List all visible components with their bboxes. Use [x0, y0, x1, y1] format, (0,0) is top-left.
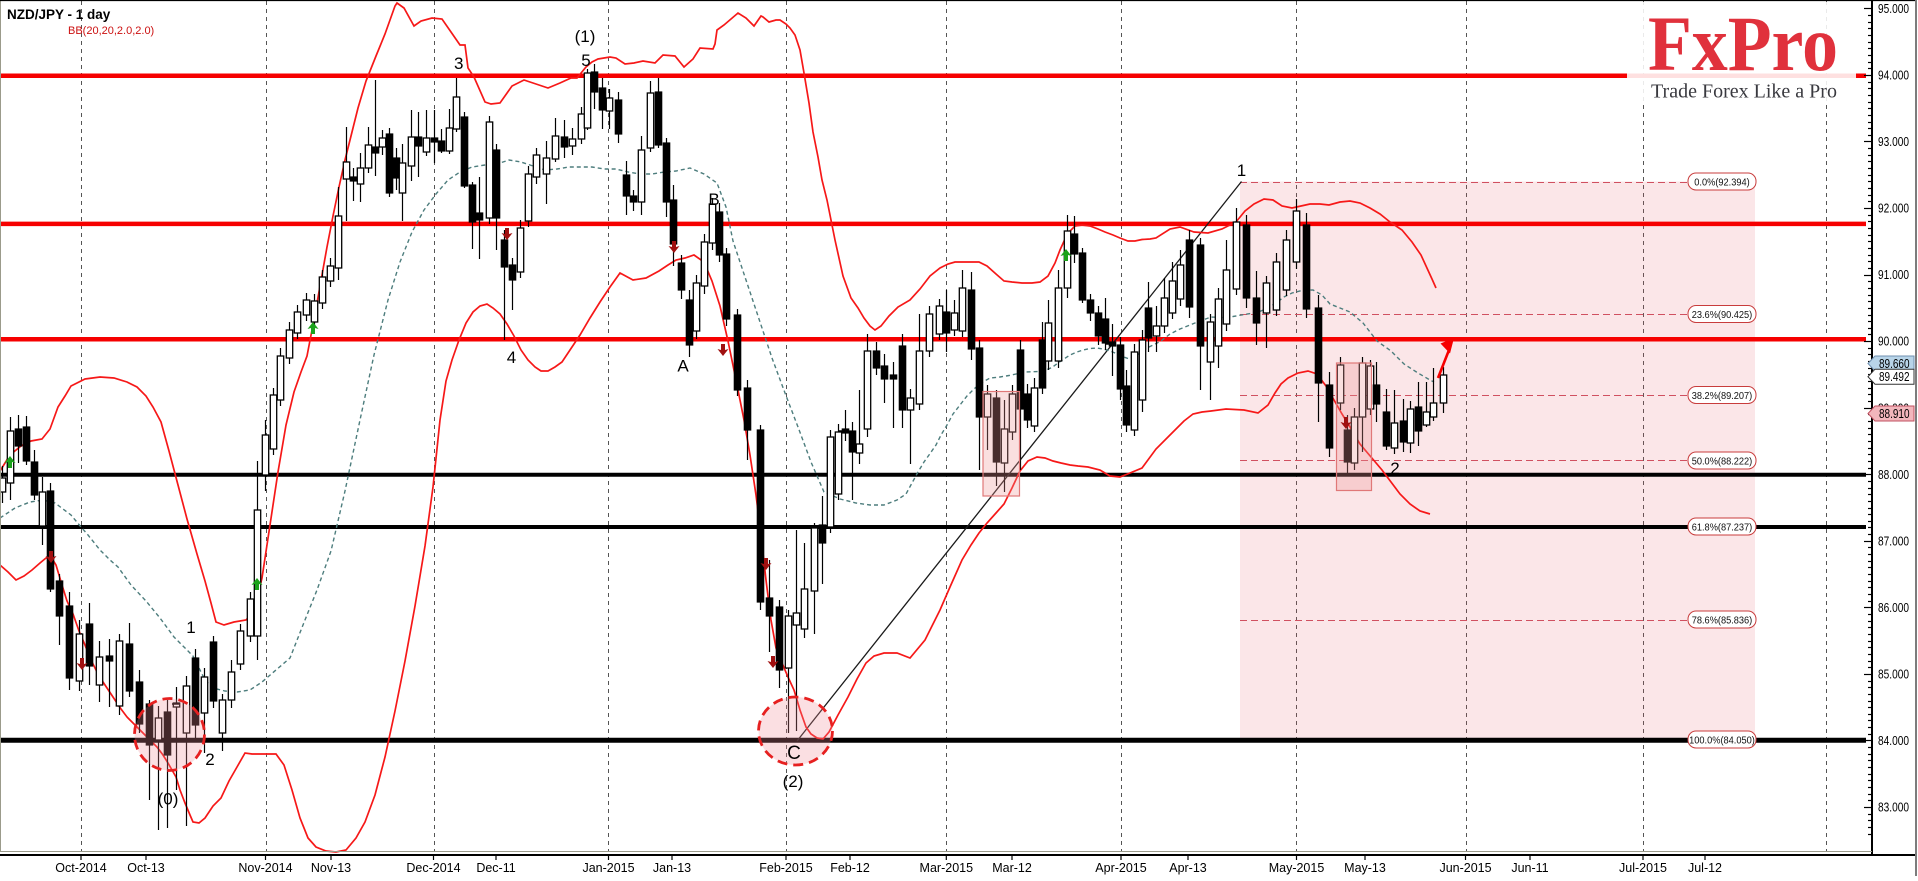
svg-text:Mar-12: Mar-12: [992, 861, 1032, 875]
svg-text:BB(20,20,2.0,2.0): BB(20,20,2.0,2.0): [68, 25, 154, 37]
svg-text:0.0%(92.394): 0.0%(92.394): [1694, 177, 1749, 189]
svg-text:94.000: 94.000: [1878, 68, 1909, 82]
svg-text:Feb-12: Feb-12: [830, 861, 870, 875]
svg-text:5: 5: [581, 51, 590, 70]
svg-text:Dec-2014: Dec-2014: [406, 861, 460, 875]
svg-text:100.0%(84.050): 100.0%(84.050): [1689, 735, 1755, 747]
svg-text:Nov-2014: Nov-2014: [238, 861, 292, 875]
svg-text:Apr-13: Apr-13: [1169, 861, 1207, 875]
svg-text:Feb-2015: Feb-2015: [759, 861, 813, 875]
svg-text:May-13: May-13: [1344, 861, 1386, 875]
svg-text:61.8%(87.237): 61.8%(87.237): [1692, 522, 1753, 534]
svg-text:(1): (1): [575, 27, 596, 46]
svg-text:Jul-2015: Jul-2015: [1619, 861, 1667, 875]
svg-text:93.000: 93.000: [1878, 135, 1909, 149]
svg-text:NZD/JPY - 1 day: NZD/JPY - 1 day: [7, 7, 111, 22]
svg-text:23.6%(90.425): 23.6%(90.425): [1692, 309, 1753, 321]
svg-text:May-2015: May-2015: [1269, 861, 1325, 875]
svg-text:87.000: 87.000: [1878, 534, 1909, 548]
svg-text:92.000: 92.000: [1878, 201, 1909, 215]
svg-text:95.000: 95.000: [1878, 2, 1909, 16]
svg-text:Nov-13: Nov-13: [311, 861, 351, 875]
svg-text:(2): (2): [783, 772, 804, 791]
svg-text:Jul-12: Jul-12: [1688, 861, 1722, 875]
svg-text:Trade Forex Like a Pro: Trade Forex Like a Pro: [1651, 81, 1837, 103]
svg-text:A: A: [677, 357, 689, 376]
svg-text:C: C: [787, 743, 801, 764]
svg-text:85.000: 85.000: [1878, 667, 1909, 681]
svg-text:Oct-13: Oct-13: [127, 861, 165, 875]
svg-text:83.000: 83.000: [1878, 800, 1909, 814]
svg-text:Jan-13: Jan-13: [653, 861, 691, 875]
svg-text:1: 1: [186, 618, 195, 637]
svg-text:89.660: 89.660: [1879, 358, 1910, 371]
svg-text:88.910: 88.910: [1879, 408, 1910, 421]
svg-text:4: 4: [507, 348, 516, 367]
svg-text:B: B: [708, 190, 719, 209]
svg-text:90.000: 90.000: [1878, 335, 1909, 349]
svg-text:78.6%(85.836): 78.6%(85.836): [1692, 615, 1753, 627]
svg-text:86.000: 86.000: [1878, 601, 1909, 615]
svg-text:Jun-2015: Jun-2015: [1439, 861, 1491, 875]
svg-text:FxPro: FxPro: [1648, 1, 1838, 87]
svg-text:Jun-11: Jun-11: [1511, 861, 1548, 875]
svg-text:89.492: 89.492: [1879, 371, 1910, 384]
svg-text:Oct-2014: Oct-2014: [55, 861, 106, 875]
svg-text:1: 1: [1237, 161, 1246, 180]
svg-text:2: 2: [205, 750, 214, 769]
svg-text:Dec-11: Dec-11: [476, 861, 515, 875]
svg-text:91.000: 91.000: [1878, 268, 1909, 282]
svg-text:38.2%(89.207): 38.2%(89.207): [1692, 390, 1753, 402]
svg-text:88.000: 88.000: [1878, 468, 1909, 482]
svg-text:(0): (0): [158, 790, 179, 809]
svg-text:Mar-2015: Mar-2015: [920, 861, 974, 875]
svg-text:Jan-2015: Jan-2015: [582, 861, 634, 875]
svg-text:3: 3: [454, 54, 463, 73]
svg-text:2: 2: [1390, 459, 1399, 478]
svg-text:84.000: 84.000: [1878, 734, 1909, 748]
svg-text:Apr-2015: Apr-2015: [1095, 861, 1146, 875]
svg-text:50.0%(88.222): 50.0%(88.222): [1692, 456, 1753, 468]
